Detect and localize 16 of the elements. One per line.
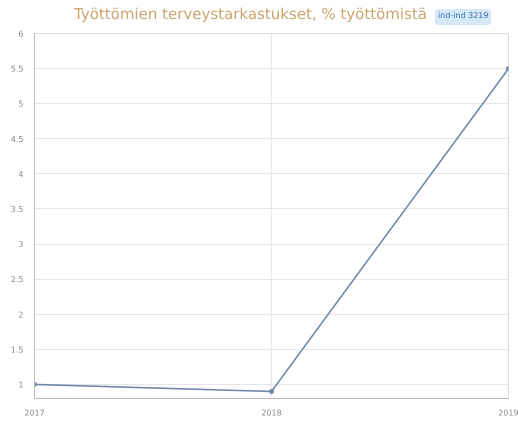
y-tick-label: 2.5 [10, 276, 24, 285]
chart-title: Työttömien terveystarkastukset, % työttömistä [74, 4, 427, 25]
x-tick-label: 2017 [24, 408, 45, 418]
y-tick-label: 5.5 [10, 65, 24, 74]
x-tick-label: 2018 [261, 408, 282, 418]
y-tick-label: 3 [18, 240, 24, 250]
y-tick-label: 6 [18, 30, 24, 39]
y-tick-label: 2 [18, 310, 24, 320]
y-tick-label: 1 [18, 380, 24, 390]
y-tick-label: 4 [18, 170, 24, 180]
y-tick-label: 3.5 [10, 205, 24, 214]
x-tick-label: 2019 [498, 408, 518, 418]
y-tick-label: 1.5 [10, 346, 24, 355]
y-tick-label: 5 [18, 100, 24, 110]
text: ind-ind 3219 [438, 10, 488, 22]
y-tick-label: 4.5 [10, 135, 24, 144]
